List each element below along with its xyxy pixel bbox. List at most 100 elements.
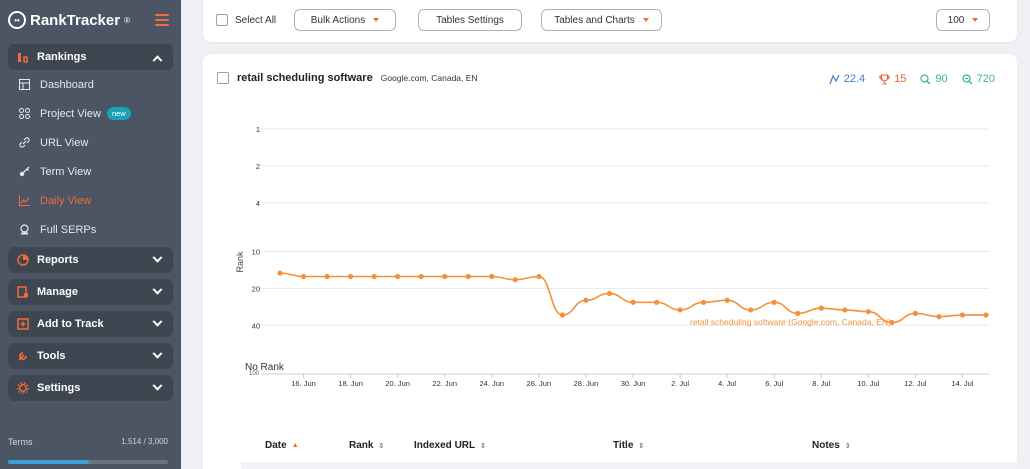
avg-rank-icon bbox=[829, 74, 840, 84]
sidebar-item-url-view[interactable]: URL View bbox=[0, 128, 181, 157]
sidebar-group-label: Tools bbox=[37, 350, 66, 362]
sidebar-group-label: Rankings bbox=[37, 51, 87, 63]
x-tick-label: 2. Jul bbox=[671, 379, 689, 388]
data-point bbox=[512, 277, 518, 283]
terms-usage: Terms 1,514 / 3,000 bbox=[8, 437, 168, 447]
series-label: retail scheduling software (Google.com, … bbox=[690, 317, 891, 327]
column-notes[interactable]: Notes ⇕ bbox=[812, 440, 851, 451]
sort-icon: ⇕ bbox=[480, 442, 486, 450]
table-row-placeholder bbox=[241, 462, 1017, 469]
menu-icon[interactable] bbox=[155, 14, 169, 26]
sidebar-group-label: Manage bbox=[37, 286, 78, 298]
key-icon bbox=[18, 166, 30, 178]
sidebar-item-daily-view[interactable]: Daily View bbox=[0, 186, 181, 215]
manage-icon bbox=[16, 286, 29, 299]
x-tick-label: 10. Jul bbox=[857, 379, 879, 388]
gear-icon bbox=[16, 382, 29, 395]
sidebar: •• RankTracker ® Rankings Dashboard Proje… bbox=[0, 0, 181, 469]
x-tick-label: 22. Jun bbox=[432, 379, 457, 388]
data-point bbox=[583, 297, 589, 303]
bulk-actions-dropdown[interactable]: Bulk Actions bbox=[294, 9, 396, 31]
data-point bbox=[983, 312, 989, 318]
column-rank[interactable]: Rank ⇕ bbox=[349, 440, 385, 451]
x-tick-label: 24. Jun bbox=[479, 379, 504, 388]
chevron-down-icon bbox=[152, 284, 163, 295]
chevron-down-icon bbox=[152, 380, 163, 391]
logo-row: •• RankTracker ® bbox=[0, 0, 181, 40]
project-icon bbox=[18, 108, 30, 120]
select-all-checkbox[interactable] bbox=[216, 14, 228, 26]
sidebar-group-label: Reports bbox=[37, 254, 79, 266]
sidebar-item-term-view[interactable]: Term View bbox=[0, 157, 181, 186]
logo-text: RankTracker bbox=[30, 11, 121, 29]
dashboard-icon bbox=[18, 79, 30, 91]
tables-charts-dropdown[interactable]: Tables and Charts bbox=[541, 9, 662, 31]
competition-icon bbox=[962, 73, 973, 84]
stat-avg-rank: 22.4 bbox=[829, 73, 865, 85]
x-tick-label: 16. Jun bbox=[291, 379, 316, 388]
data-point bbox=[677, 307, 683, 313]
y-tick-label: 1 bbox=[256, 125, 260, 134]
sidebar-item-label: Daily View bbox=[40, 194, 92, 207]
logo[interactable]: •• RankTracker ® bbox=[8, 11, 130, 29]
stat-competition: 720 bbox=[962, 73, 995, 85]
add-icon bbox=[16, 318, 29, 331]
stat-value: 15 bbox=[894, 73, 907, 85]
tables-settings-label: Tables Settings bbox=[436, 14, 504, 26]
new-badge: new bbox=[106, 107, 131, 120]
serp-icon bbox=[18, 224, 30, 236]
keyword-checkbox[interactable] bbox=[217, 72, 229, 84]
column-title[interactable]: Title ⇕ bbox=[613, 440, 645, 451]
data-point bbox=[630, 299, 636, 305]
terms-progress-fill bbox=[8, 460, 89, 464]
sidebar-group-settings[interactable]: Settings bbox=[8, 375, 173, 401]
caret-down-icon bbox=[972, 18, 979, 22]
sidebar-item-dashboard[interactable]: Dashboard bbox=[0, 70, 181, 99]
data-point bbox=[771, 299, 777, 305]
x-tick-label: 18. Jun bbox=[338, 379, 363, 388]
sort-icon: ⇕ bbox=[378, 442, 385, 450]
logo-trademark: ® bbox=[124, 15, 130, 25]
data-point bbox=[653, 299, 660, 305]
series-line bbox=[279, 272, 986, 324]
logo-icon: •• bbox=[8, 11, 26, 29]
x-tick-label: 4. Jul bbox=[718, 379, 736, 388]
tables-settings-button[interactable]: Tables Settings bbox=[418, 9, 522, 31]
select-all-label: Select All bbox=[235, 14, 277, 26]
page-size-label: 100 bbox=[947, 14, 965, 26]
terms-progress-bar bbox=[8, 460, 168, 464]
sidebar-group-rankings[interactable]: Rankings bbox=[8, 44, 173, 70]
stat-search-volume: 90 bbox=[920, 73, 948, 85]
data-point bbox=[418, 273, 424, 280]
sidebar-group-tools[interactable]: Tools bbox=[8, 343, 173, 369]
sidebar-item-full-serps[interactable]: Full SERPs bbox=[0, 215, 181, 244]
keyword-header: retail scheduling software Google.com, C… bbox=[217, 72, 478, 84]
x-tick-label: 8. Jul bbox=[812, 379, 830, 388]
y-tick-label: 40 bbox=[252, 321, 260, 330]
keyword-card: retail scheduling software Google.com, C… bbox=[203, 54, 1017, 469]
sidebar-group-manage[interactable]: Manage bbox=[8, 279, 173, 305]
column-indexed-url[interactable]: Indexed URL ⇕ bbox=[414, 440, 486, 451]
y-tick-label: No Rank bbox=[245, 362, 285, 373]
data-point bbox=[324, 273, 330, 280]
column-date[interactable]: Date ▲ bbox=[265, 440, 299, 451]
sidebar-group-label: Settings bbox=[37, 382, 81, 394]
y-tick-sublabel: 100 bbox=[249, 371, 260, 377]
data-point bbox=[559, 312, 565, 318]
sidebar-item-label: Term View bbox=[40, 165, 92, 178]
y-tick-label: 4 bbox=[256, 199, 260, 208]
select-all[interactable]: Select All bbox=[216, 14, 276, 26]
data-point bbox=[889, 319, 895, 326]
data-point bbox=[959, 312, 966, 318]
data-point bbox=[936, 314, 942, 320]
sidebar-item-label: Dashboard bbox=[40, 78, 94, 91]
y-tick-label: 10 bbox=[252, 248, 260, 257]
data-point bbox=[465, 273, 471, 280]
x-tick-label: 12. Jul bbox=[904, 379, 926, 388]
sidebar-item-project-view[interactable]: Project View new bbox=[0, 99, 181, 128]
data-point bbox=[348, 273, 354, 280]
x-tick-label: 26. Jun bbox=[527, 379, 552, 388]
page-size-dropdown[interactable]: 100 bbox=[936, 9, 990, 31]
sidebar-group-reports[interactable]: Reports bbox=[8, 247, 173, 273]
sidebar-group-add-to-track[interactable]: Add to Track bbox=[8, 311, 173, 337]
